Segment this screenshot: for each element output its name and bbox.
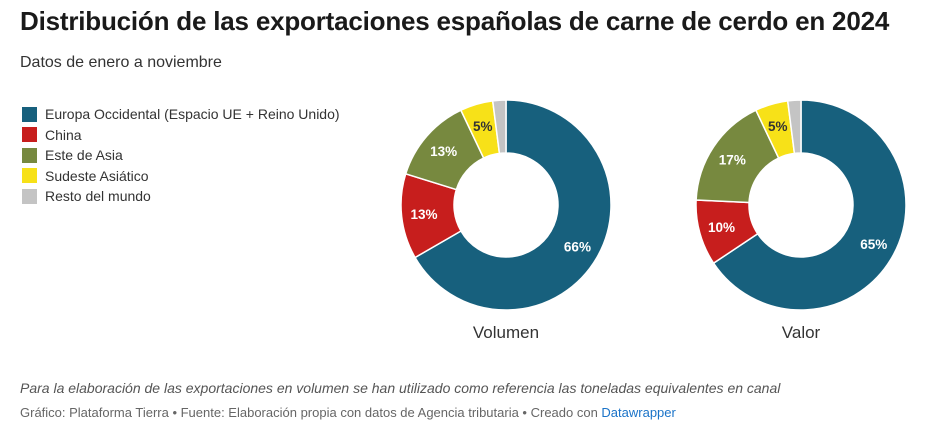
- donut-slice: [414, 99, 612, 311]
- legend-item: China: [22, 125, 340, 146]
- donut-slice: [712, 99, 907, 311]
- chart-caption: Valor: [782, 323, 821, 342]
- legend-label: Resto del mundo: [45, 188, 151, 205]
- datawrapper-link[interactable]: Datawrapper: [601, 405, 676, 420]
- donut-slice: [786, 99, 802, 155]
- legend-item: Europa Occidental (Espacio UE + Reino Un…: [22, 104, 340, 125]
- chart-caption: Volumen: [473, 323, 539, 342]
- legend-swatch: [22, 147, 37, 163]
- chart-title: Distribución de las exportaciones españo…: [20, 6, 890, 36]
- donut-slice: [491, 99, 507, 155]
- legend-swatch: [22, 106, 37, 122]
- slice-label: 13%: [410, 207, 437, 222]
- legend-label: Europa Occidental (Espacio UE + Reino Un…: [45, 106, 340, 123]
- legend-item: Este de Asia: [22, 145, 340, 166]
- legend: Europa Occidental (Espacio UE + Reino Un…: [22, 104, 340, 207]
- legend-label: Este de Asia: [45, 147, 123, 164]
- chart-subtitle: Datos de enero a noviembre: [20, 54, 222, 71]
- slice-label: 5%: [473, 119, 493, 134]
- slice-label: 65%: [860, 237, 887, 252]
- legend-swatch: [22, 127, 37, 143]
- slice-label: 5%: [768, 119, 788, 134]
- slice-label: 13%: [430, 144, 457, 159]
- legend-label: Sudeste Asiático: [45, 167, 149, 184]
- slice-label: 10%: [708, 220, 735, 235]
- footer-credits: Gráfico: Plataforma Tierra • Fuente: Ela…: [20, 405, 676, 420]
- legend-swatch: [22, 168, 37, 184]
- footer-note: Para la elaboración de las exportaciones…: [20, 380, 781, 396]
- legend-swatch: [22, 188, 37, 204]
- legend-item: Resto del mundo: [22, 186, 340, 207]
- slice-label: 17%: [719, 152, 746, 167]
- credits-text: Gráfico: Plataforma Tierra • Fuente: Ela…: [20, 405, 602, 420]
- slice-label: 66%: [564, 239, 591, 254]
- legend-item: Sudeste Asiático: [22, 166, 340, 187]
- legend-label: China: [45, 126, 82, 143]
